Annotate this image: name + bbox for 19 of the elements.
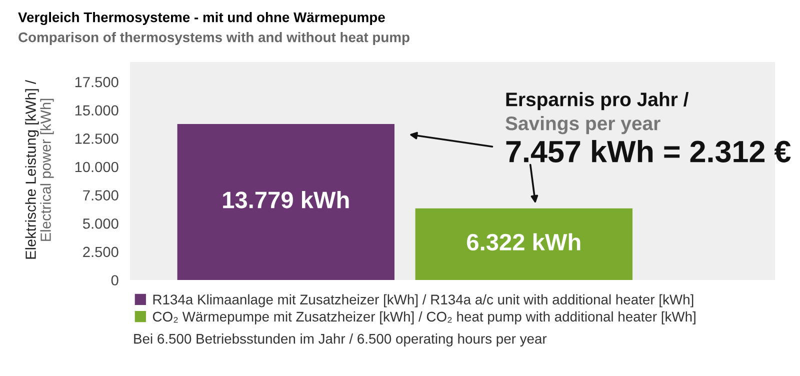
y-tick-label: 0 (111, 275, 118, 286)
y-tick-label: 17.500 (75, 76, 118, 88)
text: Bei 6.500 Betriebsstunden im Jahr / 6.500 operating hours per year (134, 334, 547, 346)
data-label: 13.779 kWh (223, 190, 349, 208)
chart-title: Vergleich Thermosysteme - mit und ohne Wärmepumpe (18, 12, 385, 26)
annotation: 7.457 kWh = 2.312 € (506, 140, 791, 162)
y-tick-label: 15.000 (75, 105, 118, 116)
y-tick-label: 5.000 (82, 218, 118, 229)
legend-label: R134a Klimaanlage mit Zusatzheizer [kWh] / R134a a/c unit with additional heater [kWh] (153, 294, 694, 308)
y-tick-label: 2.500 (83, 246, 118, 258)
data-label: 6.322 kWh (467, 233, 580, 251)
y-tick-label: 7.500 (83, 190, 118, 200)
chart-subtitle: Comparison of thermosystems with and without heat pump (18, 32, 410, 45)
y-tick-label: 12.500 (75, 134, 118, 144)
annotation: Ersparnis pro Jahr / (506, 92, 689, 110)
legend-label: CO₂ Wärmepumpe mit Zusatzheizer [kWh] / CO₂ heat pump with additional heater [kWh] (152, 311, 696, 324)
annotation: Savings per year (506, 116, 660, 134)
y-tick-label: 10.000 (75, 162, 118, 172)
y-axis-title: Elektrische Leistung [kWh] / Electrical power [kWh] (25, 80, 54, 259)
